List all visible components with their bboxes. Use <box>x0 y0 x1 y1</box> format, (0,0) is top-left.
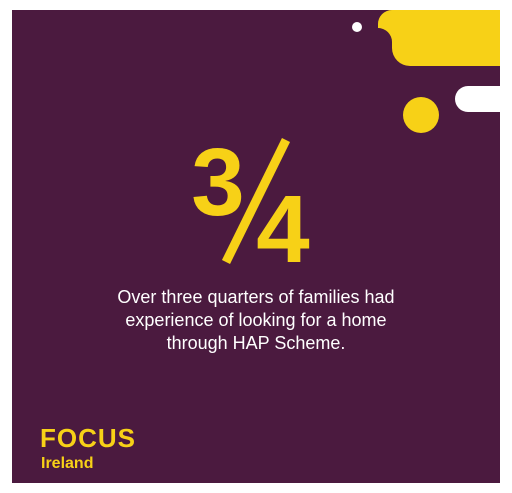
white-dot <box>352 22 362 32</box>
caption-line: Over three quarters of families had <box>117 287 394 307</box>
logo-name: FOCUS <box>40 423 136 453</box>
denominator: 4 <box>256 176 309 283</box>
yellow-shape <box>378 10 500 66</box>
yellow-circle <box>403 97 439 133</box>
fraction-slash <box>221 138 291 264</box>
white-pill <box>455 86 500 112</box>
background <box>12 10 500 483</box>
caption-line: through HAP Scheme. <box>167 333 346 353</box>
numerator: 3 <box>191 129 244 236</box>
caption-line: experience of looking for a home <box>125 310 386 330</box>
logo-subtitle: Ireland <box>41 455 93 472</box>
